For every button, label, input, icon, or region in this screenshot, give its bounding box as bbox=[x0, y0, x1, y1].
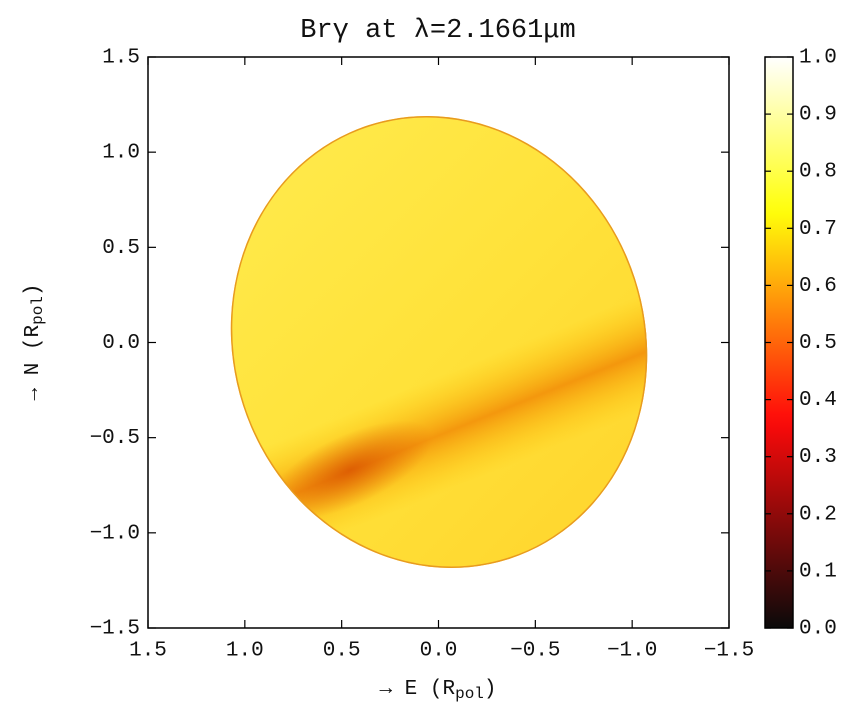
x-tick-label: −1.5 bbox=[704, 640, 754, 663]
colorbar-tick-label: 0.1 bbox=[799, 560, 837, 583]
stellar-disk bbox=[152, 62, 750, 623]
x-tick-label: −0.5 bbox=[510, 640, 560, 663]
colorbar-tick-label: 0.9 bbox=[799, 104, 837, 127]
y-label-text: ) bbox=[22, 283, 45, 296]
colorbar-tick-label: 1.0 bbox=[799, 47, 837, 70]
x-tick-label: 1.5 bbox=[129, 640, 167, 663]
colorbar-tick-label: 0.5 bbox=[799, 332, 837, 355]
x-axis-label: → E (Rpol) bbox=[379, 678, 496, 704]
colorbar-tick-label: 0.3 bbox=[799, 446, 837, 469]
colorbar-tick-label: 0.6 bbox=[799, 275, 837, 298]
y-tick-label: 0.0 bbox=[102, 332, 140, 355]
y-label-sub: pol bbox=[29, 296, 47, 325]
y-tick-label: −1.5 bbox=[90, 618, 140, 641]
x-label-text: ) bbox=[484, 678, 497, 701]
chart: Brγ at λ=2.1661μm → E (Rpol) → N (Rpol) … bbox=[0, 0, 861, 707]
x-label-text: → E (R bbox=[379, 678, 455, 701]
colorbar-tick-label: 0.8 bbox=[799, 161, 837, 184]
y-tick-label: 0.5 bbox=[102, 237, 140, 260]
chart-title: Brγ at λ=2.1661μm bbox=[300, 16, 575, 46]
x-tick-label: 0.5 bbox=[323, 640, 361, 663]
x-tick-label: 1.0 bbox=[226, 640, 264, 663]
y-label-text: → N (R bbox=[22, 325, 45, 401]
colorbar-tick-label: 0.0 bbox=[799, 618, 837, 641]
y-axis-label: → N (Rpol) bbox=[22, 283, 48, 400]
colorbar-tick-label: 0.2 bbox=[799, 503, 837, 526]
x-label-sub: pol bbox=[455, 685, 484, 703]
colorbar-tick-label: 0.4 bbox=[799, 389, 837, 412]
y-tick-label: 1.5 bbox=[102, 47, 140, 70]
colorbar-tick-label: 0.7 bbox=[799, 218, 837, 241]
y-tick-label: −0.5 bbox=[90, 427, 140, 450]
x-tick-label: 0.0 bbox=[420, 640, 458, 663]
y-tick-label: 1.0 bbox=[102, 142, 140, 165]
x-tick-label: −1.0 bbox=[607, 640, 657, 663]
y-tick-label: −1.0 bbox=[90, 522, 140, 545]
